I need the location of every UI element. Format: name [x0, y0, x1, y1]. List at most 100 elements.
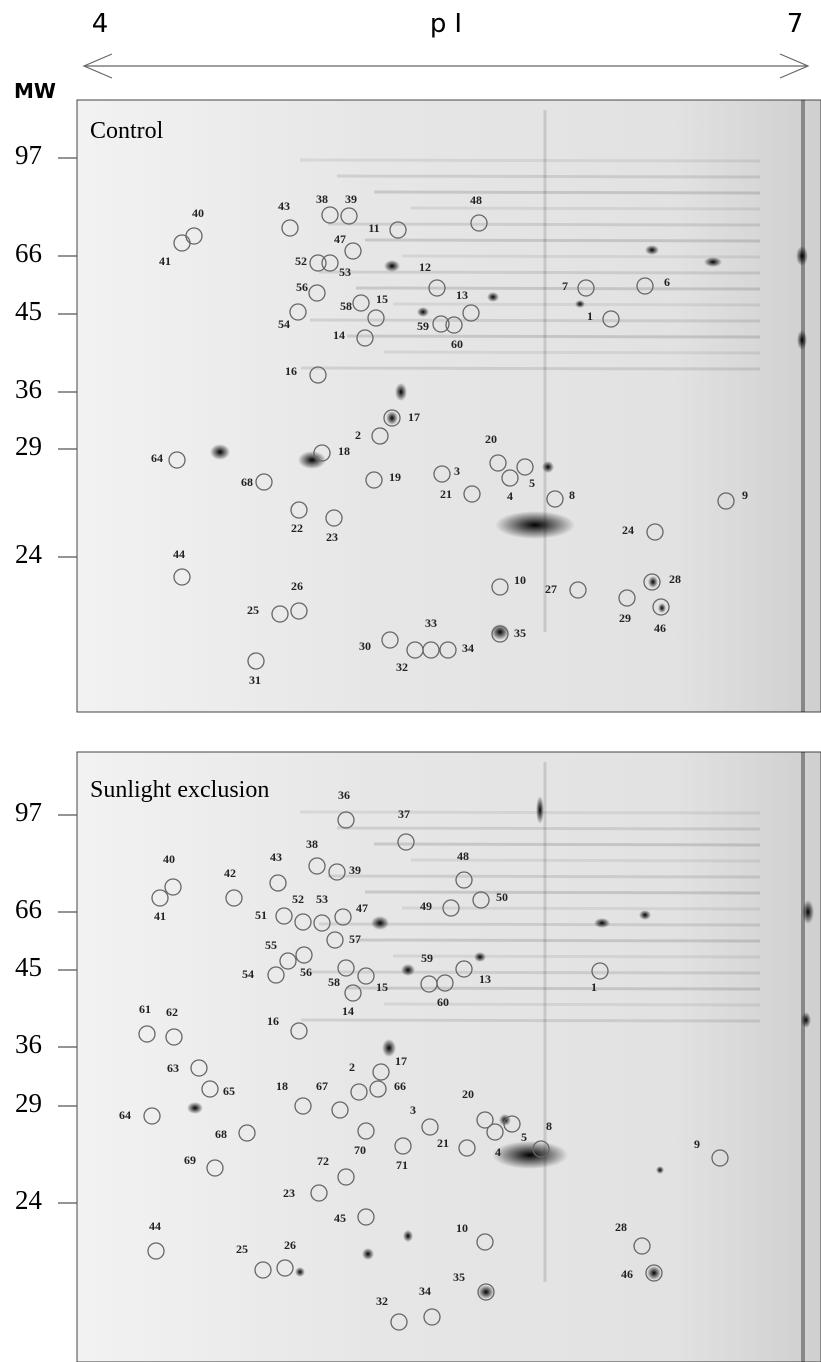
- spot-circle: [357, 967, 375, 985]
- spot-label: 18: [276, 1079, 288, 1093]
- mw-tick-label: 36: [15, 1029, 42, 1059]
- spot-circle: [458, 1139, 476, 1157]
- gel-streak: [410, 206, 761, 211]
- spot-circle: [421, 1118, 439, 1136]
- spot-circle: [357, 1208, 375, 1226]
- spot-circle: [350, 1083, 368, 1101]
- spot-circle: [173, 234, 191, 252]
- spot-label: 15: [376, 292, 388, 306]
- spot-label: 26: [291, 579, 303, 593]
- spot-circle: [309, 366, 327, 384]
- gel-spot: [647, 1266, 661, 1280]
- mw-tick-label: 66: [15, 238, 42, 268]
- spot-circle: [356, 329, 374, 347]
- spot-label: 56: [300, 965, 312, 979]
- gel-spot: [796, 246, 808, 266]
- spot-circle: [436, 974, 454, 992]
- spot-circle: [636, 277, 654, 295]
- spot-circle: [290, 501, 308, 519]
- gel-spot: [648, 576, 658, 588]
- spot-circle: [168, 451, 186, 469]
- spot-circle: [334, 908, 352, 926]
- gel-spot: [187, 1102, 203, 1114]
- gel-streak: [309, 970, 761, 975]
- spot-circle: [577, 279, 595, 297]
- spot-label: 68: [215, 1127, 227, 1141]
- gel-background: [76, 99, 821, 713]
- gel-streak: [327, 222, 761, 227]
- spot-circle: [439, 641, 457, 659]
- spot-circle: [462, 304, 480, 322]
- spot-label: 27: [545, 582, 557, 596]
- spot-circle: [308, 284, 326, 302]
- gel-streak: [336, 826, 761, 831]
- gel-streak: [327, 874, 761, 879]
- gel-spot: [210, 444, 230, 460]
- spot-circle: [340, 207, 358, 225]
- spot-circle: [633, 1237, 651, 1255]
- spot-circle: [321, 254, 339, 272]
- gel-spot: [656, 1166, 664, 1174]
- spot-circle: [281, 219, 299, 237]
- spot-label: 66: [394, 1079, 406, 1093]
- spot-circle: [602, 310, 620, 328]
- gel-streak: [373, 842, 761, 847]
- spot-label: 13: [456, 288, 468, 302]
- spot-label: 1: [587, 309, 593, 323]
- mw-tick-label: 29: [15, 1088, 42, 1118]
- gel-spot: [802, 900, 814, 924]
- spot-label: 47: [334, 232, 346, 246]
- gel-streak: [383, 1002, 761, 1007]
- spot-label: 21: [437, 1136, 449, 1150]
- spot-circle: [254, 1261, 272, 1279]
- spot-circle: [313, 444, 331, 462]
- mw-tick-label: 45: [15, 296, 42, 326]
- gel-spot: [417, 307, 429, 317]
- spot-circle: [290, 1022, 308, 1040]
- spot-circle: [238, 1124, 256, 1142]
- spot-circle: [477, 1283, 495, 1301]
- spot-label: 46: [621, 1267, 633, 1281]
- spot-label: 35: [514, 626, 526, 640]
- spot-circle: [165, 1028, 183, 1046]
- spot-label: 15: [376, 980, 388, 994]
- spot-label: 28: [669, 572, 681, 586]
- gel-streak: [318, 270, 761, 275]
- spot-circle: [357, 1122, 375, 1140]
- gel-spot: [639, 910, 651, 920]
- gel-spot: [403, 1230, 413, 1242]
- gel-streak: [346, 986, 761, 991]
- spot-circle: [294, 913, 312, 931]
- spot-label: 31: [249, 673, 261, 687]
- gel-streak: [300, 1018, 761, 1023]
- spot-circle: [486, 1123, 504, 1141]
- gel-spot: [536, 796, 544, 824]
- spot-circle: [491, 625, 509, 643]
- spot-label: 54: [278, 317, 290, 331]
- gel-spot: [801, 1012, 811, 1028]
- spot-label: 19: [389, 470, 401, 484]
- spot-circle: [143, 1107, 161, 1125]
- spot-label: 60: [437, 995, 449, 1009]
- gel-streak: [346, 334, 761, 339]
- spot-label: 71: [396, 1158, 408, 1172]
- gel-streak: [401, 254, 761, 259]
- pi-right: 7: [787, 9, 804, 39]
- spot-circle: [365, 471, 383, 489]
- spot-label: 70: [354, 1143, 366, 1157]
- spot-circle: [423, 1308, 441, 1326]
- spot-label: 52: [292, 892, 304, 906]
- spot-circle: [276, 1259, 294, 1277]
- spot-label: 32: [376, 1294, 388, 1308]
- spot-circle: [247, 652, 265, 670]
- spot-label: 8: [569, 488, 575, 502]
- spot-label: 40: [163, 852, 175, 866]
- spot-label: 63: [167, 1061, 179, 1075]
- spot-label: 25: [236, 1242, 248, 1256]
- gel-spot: [474, 952, 486, 962]
- gel-spot: [384, 260, 400, 272]
- spot-circle: [367, 309, 385, 327]
- gel-spot: [395, 383, 407, 401]
- spot-circle: [294, 1097, 312, 1115]
- spot-label: 14: [342, 1004, 354, 1018]
